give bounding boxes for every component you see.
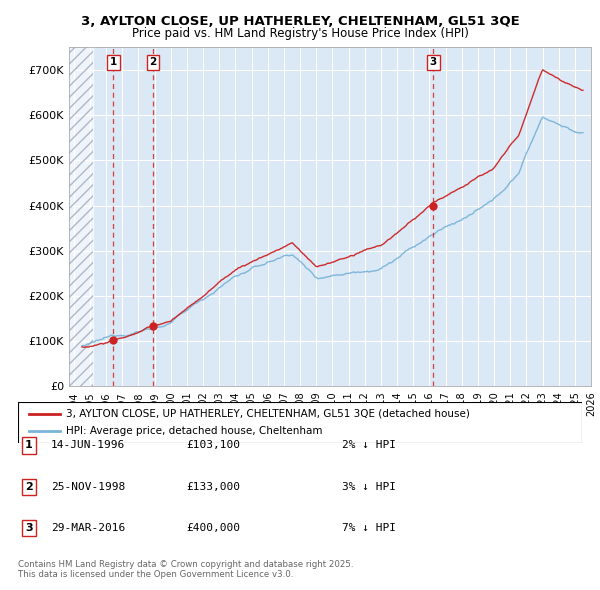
Text: 3: 3 [25, 523, 32, 533]
FancyBboxPatch shape [18, 402, 582, 442]
Text: 7% ↓ HPI: 7% ↓ HPI [342, 523, 396, 533]
Text: 2: 2 [149, 57, 157, 67]
Text: £133,000: £133,000 [186, 482, 240, 491]
Text: Contains HM Land Registry data © Crown copyright and database right 2025.
This d: Contains HM Land Registry data © Crown c… [18, 560, 353, 579]
Text: 1: 1 [25, 441, 32, 450]
Text: 3, AYLTON CLOSE, UP HATHERLEY, CHELTENHAM, GL51 3QE (detached house): 3, AYLTON CLOSE, UP HATHERLEY, CHELTENHA… [66, 409, 470, 419]
Text: 2: 2 [25, 482, 32, 491]
Text: 1: 1 [110, 57, 117, 67]
Text: 14-JUN-1996: 14-JUN-1996 [51, 441, 125, 450]
Text: £400,000: £400,000 [186, 523, 240, 533]
Text: 25-NOV-1998: 25-NOV-1998 [51, 482, 125, 491]
Text: 3: 3 [430, 57, 437, 67]
Text: Price paid vs. HM Land Registry's House Price Index (HPI): Price paid vs. HM Land Registry's House … [131, 27, 469, 40]
Text: 29-MAR-2016: 29-MAR-2016 [51, 523, 125, 533]
Text: 3% ↓ HPI: 3% ↓ HPI [342, 482, 396, 491]
Text: £103,100: £103,100 [186, 441, 240, 450]
Bar [69, 47, 93, 386]
Text: HPI: Average price, detached house, Cheltenham: HPI: Average price, detached house, Chel… [66, 426, 322, 436]
Text: 2% ↓ HPI: 2% ↓ HPI [342, 441, 396, 450]
Text: 3, AYLTON CLOSE, UP HATHERLEY, CHELTENHAM, GL51 3QE: 3, AYLTON CLOSE, UP HATHERLEY, CHELTENHA… [80, 15, 520, 28]
Bar [69, 47, 93, 386]
